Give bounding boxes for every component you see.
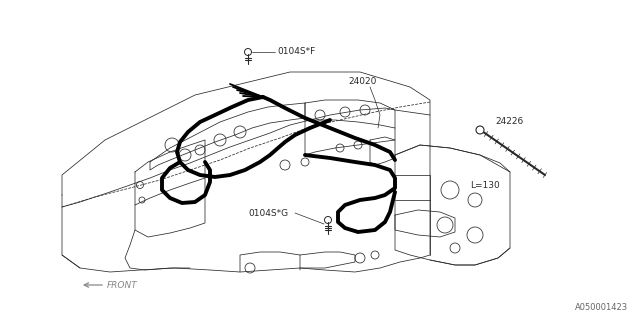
Text: 24226: 24226 <box>495 117 524 126</box>
Text: 24020: 24020 <box>348 77 376 86</box>
Text: 0104S*F: 0104S*F <box>277 47 316 57</box>
Text: A050001423: A050001423 <box>575 303 628 312</box>
Text: FRONT: FRONT <box>107 281 138 290</box>
Text: 0104S*G: 0104S*G <box>248 209 288 218</box>
Text: L=130: L=130 <box>470 180 500 189</box>
